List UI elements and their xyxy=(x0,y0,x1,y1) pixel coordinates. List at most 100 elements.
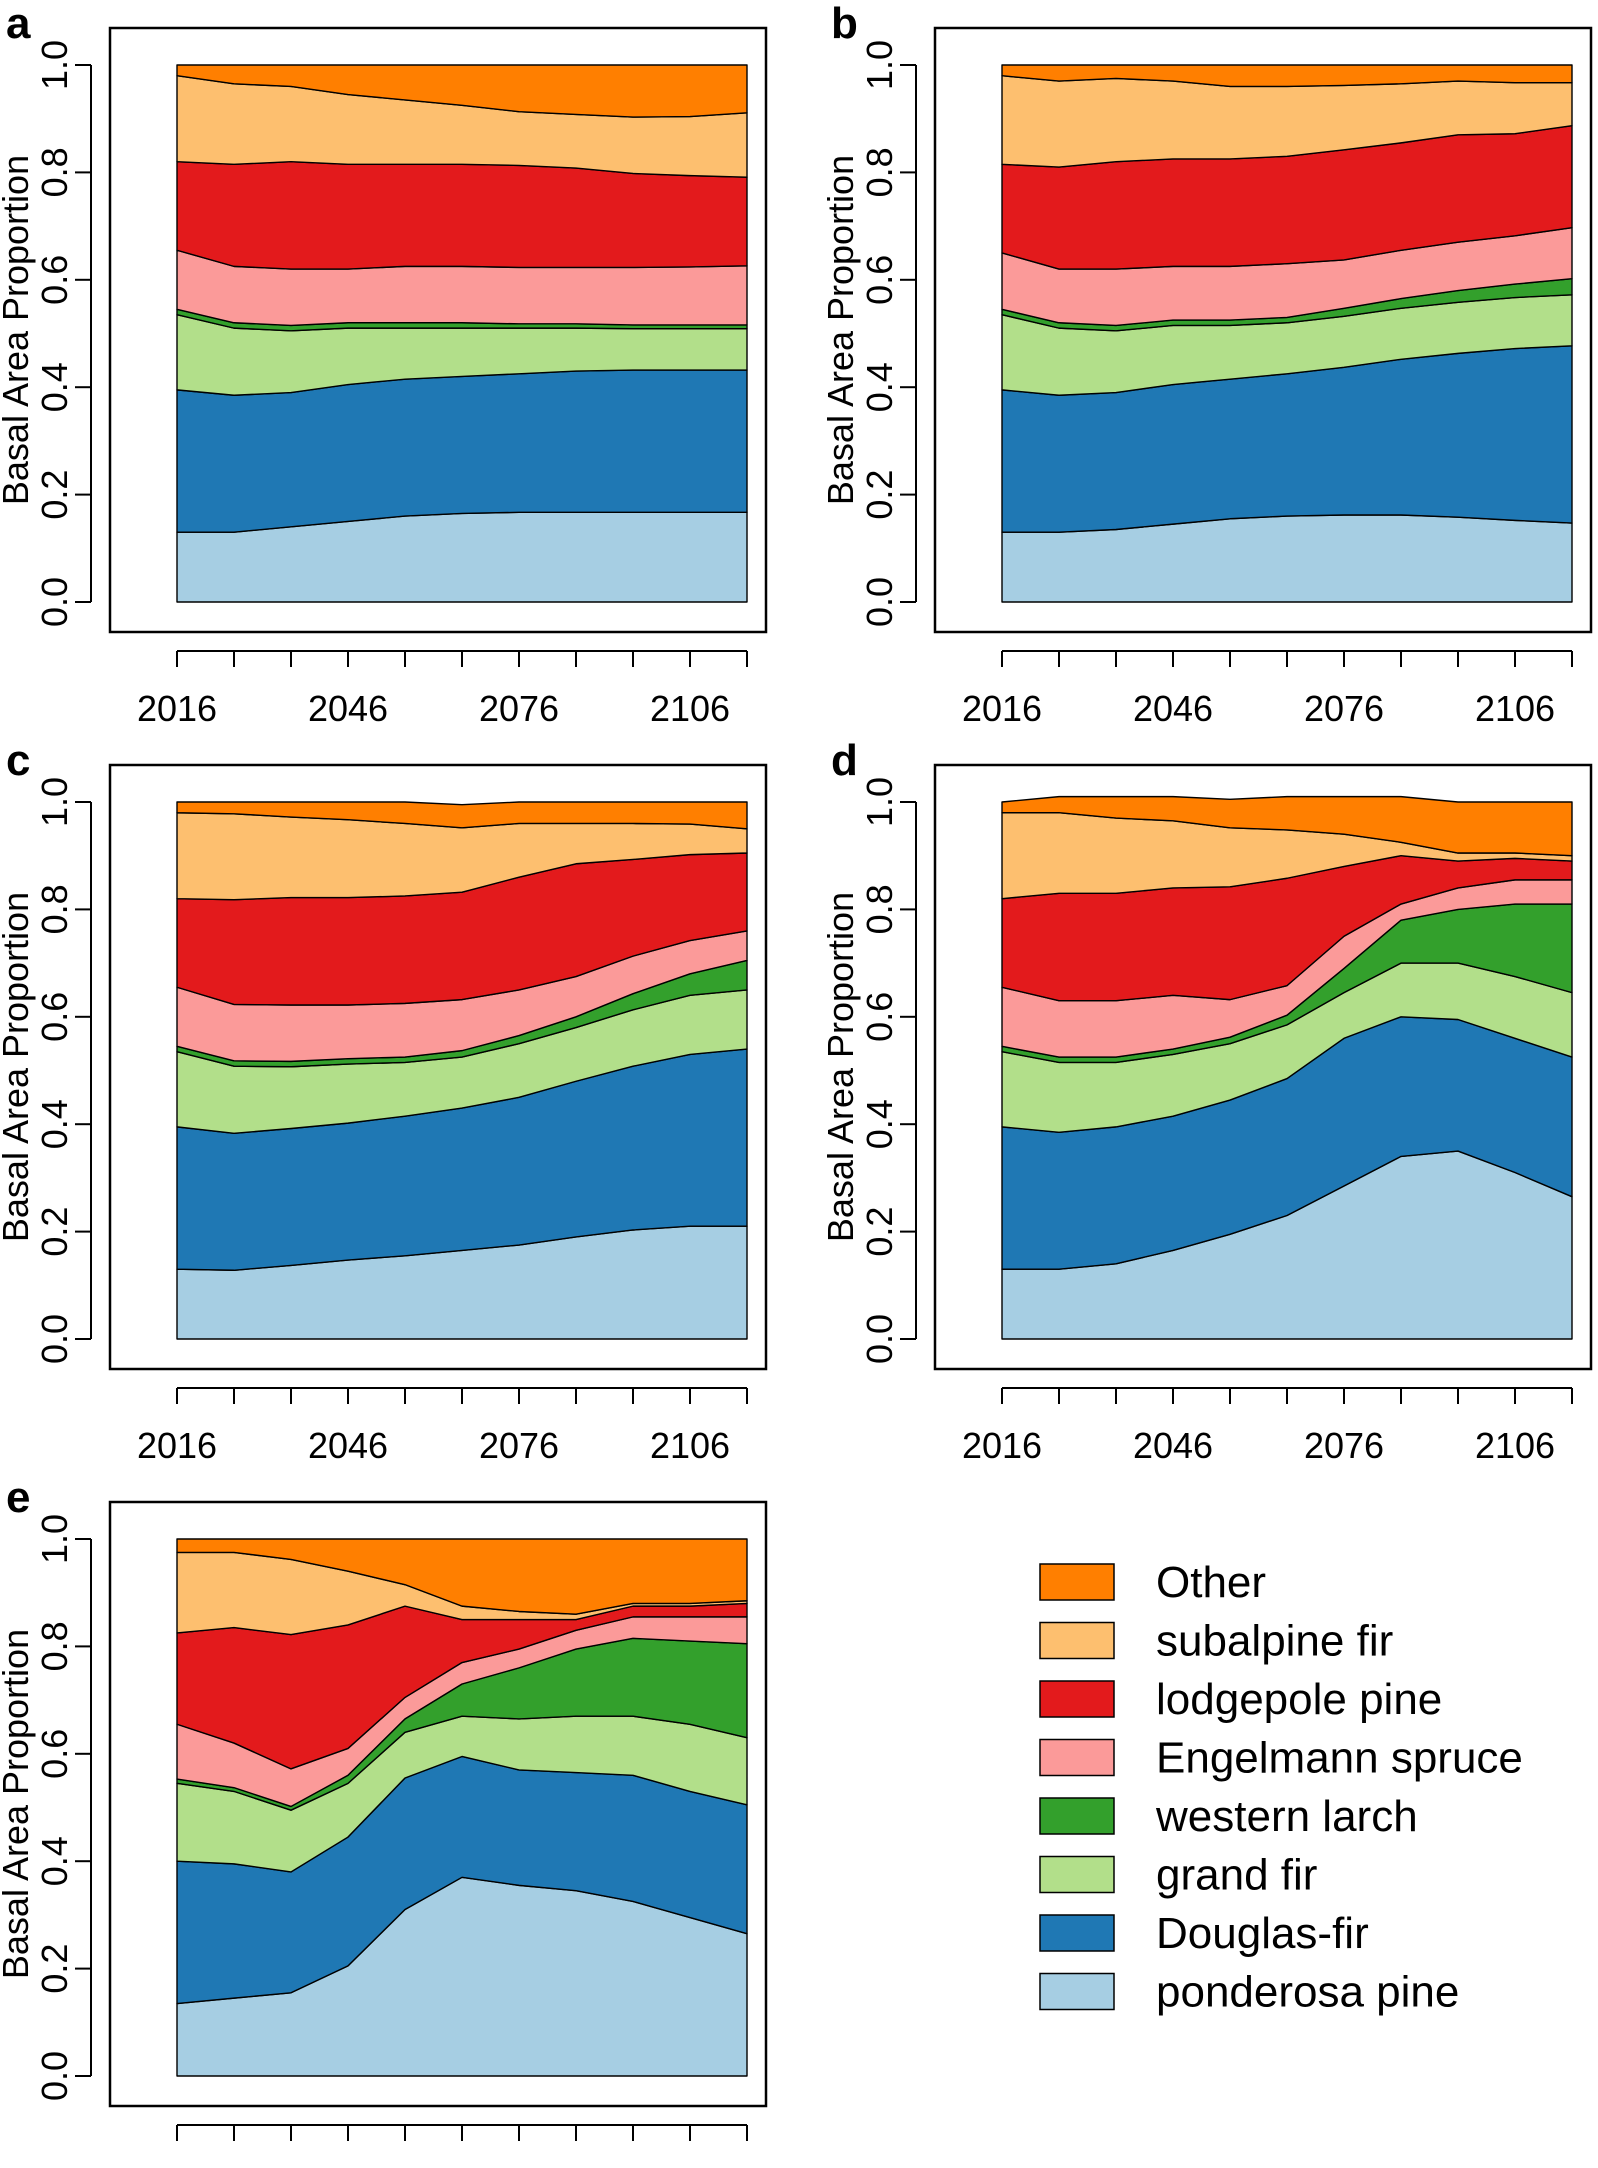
legend-label: Engelmann spruce xyxy=(1156,1734,1523,1783)
y-tick-label: 0.4 xyxy=(34,362,75,412)
y-tick-label: 0.0 xyxy=(34,2051,75,2101)
x-tick-label: 2046 xyxy=(1133,688,1213,729)
plot-box xyxy=(933,26,1593,634)
area-other xyxy=(176,64,748,118)
x-tick-label: 2046 xyxy=(308,688,388,729)
x-tick-label: 2016 xyxy=(137,688,217,729)
x-tick-label: 2016 xyxy=(962,1425,1042,1466)
y-tick-label: 0.6 xyxy=(859,255,900,305)
area-other xyxy=(176,1538,748,1615)
plot-box xyxy=(108,763,768,1371)
y-tick-label: 0.2 xyxy=(34,470,75,520)
legend: Other subalpine fir lodgepole pine Engelman… xyxy=(1039,1558,1523,2017)
legend-item: ponderosa pine xyxy=(1039,1968,1459,2017)
x-tick-label: 2016 xyxy=(962,688,1042,729)
x-tick-label: 2106 xyxy=(650,688,730,729)
x-tick-label: 2076 xyxy=(479,2162,559,2168)
y-tick-label: 0.4 xyxy=(34,1836,75,1886)
y-tick-label: 1.0 xyxy=(34,40,75,90)
y-tick-label: 0.8 xyxy=(859,147,900,197)
x-tick-label: 2076 xyxy=(479,1425,559,1466)
y-tick-label: 0.0 xyxy=(859,577,900,627)
legend-label: western larch xyxy=(1155,1792,1418,1841)
chart-panel-e: 0.0 0.2 0.4 0.6 0.8 1.0 Basal Area Proportion 2… xyxy=(0,1473,768,2168)
y-tick-label: 1.0 xyxy=(34,1514,75,1564)
area-other xyxy=(1001,795,1573,857)
x-tick-label: 2016 xyxy=(137,1425,217,1466)
plot-box xyxy=(933,763,1593,1371)
y-tick-label: 0.8 xyxy=(34,147,75,197)
y-tick-label: 0.0 xyxy=(34,1314,75,1364)
x-tick-label: 2106 xyxy=(1475,1425,1555,1466)
y-axis-label: Basal Area Proportion xyxy=(0,892,36,1242)
y-tick-label: 0.4 xyxy=(859,362,900,412)
legend-label: ponderosa pine xyxy=(1156,1968,1459,2017)
y-axis-label: Basal Area Proportion xyxy=(0,1629,36,1979)
y-axis-label: Basal Area Proportion xyxy=(820,155,861,505)
x-tick-label: 2046 xyxy=(308,2162,388,2168)
y-tick-label: 0.4 xyxy=(859,1099,900,1149)
x-tick-label: 2076 xyxy=(1304,1425,1384,1466)
y-tick-label: 0.0 xyxy=(34,577,75,627)
y-tick-label: 0.8 xyxy=(34,884,75,934)
legend-item: Engelmann spruce xyxy=(1039,1734,1523,1783)
legend-label: subalpine fir xyxy=(1156,1617,1393,1666)
panel-label: c xyxy=(6,736,30,785)
y-tick-label: 1.0 xyxy=(859,777,900,827)
legend-item: grand fir xyxy=(1039,1851,1317,1900)
area-lodgepole-pine xyxy=(176,160,748,270)
chart-panel-d: 0.0 0.2 0.4 0.6 0.8 1.0 Basal Area Proportion 2… xyxy=(820,736,1593,1466)
legend-swatch xyxy=(1039,1972,1115,2011)
plot-box xyxy=(108,1500,768,2108)
x-tick-label: 2106 xyxy=(1475,688,1555,729)
x-tick-label: 2016 xyxy=(137,2162,217,2168)
legend-swatch xyxy=(1039,1738,1115,1777)
legend-swatch xyxy=(1039,1914,1115,1952)
y-tick-label: 0.2 xyxy=(34,1944,75,1994)
area-other xyxy=(1001,64,1573,88)
y-axis-label: Basal Area Proportion xyxy=(820,892,861,1242)
y-tick-label: 0.8 xyxy=(34,1621,75,1671)
x-tick-label: 2076 xyxy=(1304,688,1384,729)
legend-label: lodgepole pine xyxy=(1156,1675,1442,1724)
legend-label: grand fir xyxy=(1156,1851,1317,1900)
x-tick-label: 2046 xyxy=(1133,1425,1213,1466)
panel-label: d xyxy=(831,736,858,785)
legend-label: Other xyxy=(1156,1558,1266,1607)
y-tick-label: 0.0 xyxy=(859,1314,900,1364)
panel-label: a xyxy=(6,0,31,48)
x-tick-label: 2106 xyxy=(650,2162,730,2168)
y-tick-label: 0.2 xyxy=(859,470,900,520)
legend-swatch xyxy=(1039,1680,1115,1718)
legend-item: western larch xyxy=(1039,1792,1418,1841)
legend-swatch xyxy=(1039,1563,1115,1601)
x-tick-label: 2106 xyxy=(650,1425,730,1466)
y-tick-label: 0.6 xyxy=(859,992,900,1042)
panel-label: e xyxy=(6,1473,30,1522)
legend-swatch xyxy=(1039,1855,1115,1894)
area-other xyxy=(176,801,748,830)
y-axis-label: Basal Area Proportion xyxy=(0,155,36,505)
chart-panel-b: 0.0 0.2 0.4 0.6 0.8 1.0 Basal Area Proportion 2… xyxy=(820,0,1593,729)
plot-box xyxy=(108,26,768,634)
y-tick-label: 0.6 xyxy=(34,992,75,1042)
panel-label: b xyxy=(831,0,858,48)
y-tick-label: 0.2 xyxy=(859,1207,900,1257)
y-tick-label: 0.4 xyxy=(34,1099,75,1149)
legend-swatch xyxy=(1039,1621,1115,1660)
y-tick-label: 0.2 xyxy=(34,1207,75,1257)
y-tick-label: 0.6 xyxy=(34,255,75,305)
x-tick-label: 2046 xyxy=(308,1425,388,1466)
legend-label: Douglas-fir xyxy=(1156,1909,1369,1958)
legend-item: Other xyxy=(1039,1558,1266,1607)
chart-panel-c: 0.0 0.2 0.4 0.6 0.8 1.0 Basal Area Proportion 2… xyxy=(0,736,768,1466)
chart-panel-a: 0.0 0.2 0.4 0.6 0.8 1.0 Basal Area Proportion 2… xyxy=(0,0,768,729)
y-tick-label: 1.0 xyxy=(34,777,75,827)
legend-swatch xyxy=(1039,1797,1115,1835)
legend-item: lodgepole pine xyxy=(1039,1675,1442,1724)
y-tick-label: 0.6 xyxy=(34,1729,75,1779)
y-tick-label: 0.8 xyxy=(859,884,900,934)
y-tick-label: 1.0 xyxy=(859,40,900,90)
